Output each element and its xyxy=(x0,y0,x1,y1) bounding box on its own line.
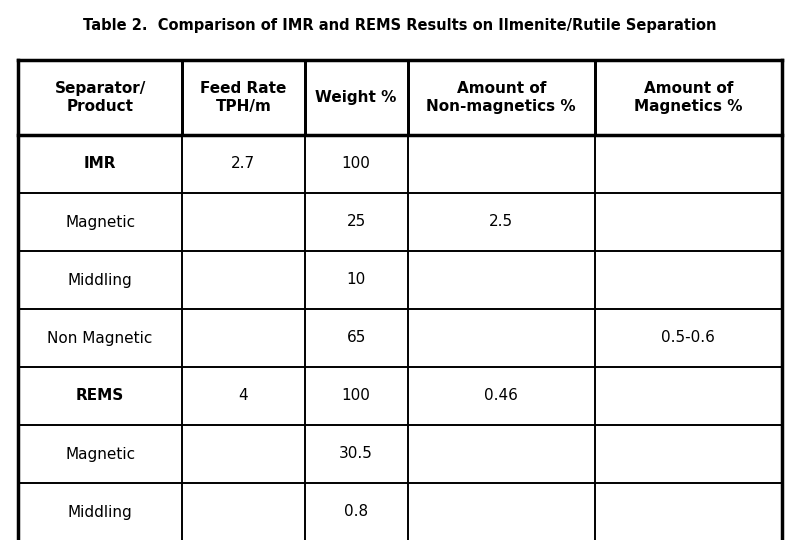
Text: 10: 10 xyxy=(346,273,366,287)
Text: 0.8: 0.8 xyxy=(344,504,368,519)
Text: 0.46: 0.46 xyxy=(484,388,518,403)
Text: 2.5: 2.5 xyxy=(489,214,514,230)
Text: 65: 65 xyxy=(346,330,366,346)
Text: Feed Rate
TPH/m: Feed Rate TPH/m xyxy=(200,82,286,114)
Text: 2.7: 2.7 xyxy=(231,157,255,172)
Text: Amount of
Magnetics %: Amount of Magnetics % xyxy=(634,82,742,114)
Text: Amount of
Non-magnetics %: Amount of Non-magnetics % xyxy=(426,82,576,114)
Text: 4: 4 xyxy=(238,388,248,403)
Text: Non Magnetic: Non Magnetic xyxy=(47,330,153,346)
Text: IMR: IMR xyxy=(84,157,116,172)
Text: Magnetic: Magnetic xyxy=(65,214,135,230)
Text: Magnetic: Magnetic xyxy=(65,447,135,462)
Text: 100: 100 xyxy=(342,157,370,172)
Text: Table 2.  Comparison of IMR and REMS Results on Ilmenite/Rutile Separation: Table 2. Comparison of IMR and REMS Resu… xyxy=(83,18,717,33)
Text: 30.5: 30.5 xyxy=(339,447,373,462)
Text: REMS: REMS xyxy=(76,388,124,403)
Text: 0.5-0.6: 0.5-0.6 xyxy=(662,330,715,346)
Text: Weight %: Weight % xyxy=(315,90,397,105)
Text: Middling: Middling xyxy=(68,273,133,287)
Text: Separator/
Product: Separator/ Product xyxy=(54,82,146,114)
Text: 25: 25 xyxy=(346,214,366,230)
Text: Middling: Middling xyxy=(68,504,133,519)
Text: 100: 100 xyxy=(342,388,370,403)
